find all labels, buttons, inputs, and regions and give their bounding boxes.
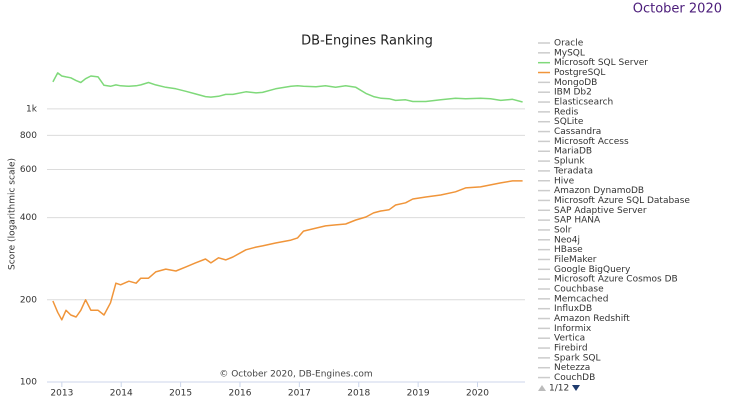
legend-item[interactable]: HBase bbox=[554, 245, 583, 255]
y-axis-label: Score (logarithmic scale) bbox=[8, 158, 18, 270]
credit: © October 2020, DB-Engines.com bbox=[219, 370, 372, 380]
legend-item[interactable]: MariaDB bbox=[554, 147, 592, 157]
x-tick-label: 2013 bbox=[50, 389, 73, 399]
legend-item[interactable]: Google BigQuery bbox=[554, 265, 631, 275]
legend-item[interactable]: Cassandra bbox=[554, 127, 601, 137]
legend-item[interactable]: SAP Adaptive Server bbox=[554, 206, 647, 216]
legend-item[interactable]: FileMaker bbox=[554, 255, 597, 265]
legend-prev[interactable] bbox=[538, 385, 546, 391]
legend-next[interactable] bbox=[572, 385, 580, 391]
x-tick-label: 2018 bbox=[347, 389, 370, 399]
legend-item[interactable]: MongoDB bbox=[554, 78, 597, 88]
legend-item[interactable]: CouchDB bbox=[554, 373, 595, 383]
legend-item[interactable]: Microsoft SQL Server bbox=[554, 58, 648, 68]
x-tick-label: 2020 bbox=[466, 389, 489, 399]
legend-item[interactable]: Neo4j bbox=[554, 235, 580, 245]
y-tick-label: 800 bbox=[20, 131, 37, 141]
legend-item[interactable]: Couchbase bbox=[554, 285, 604, 295]
legend-item[interactable]: Solr bbox=[554, 225, 572, 235]
legend-item[interactable]: Microsoft Access bbox=[554, 137, 629, 147]
legend-item[interactable]: Microsoft Azure Cosmos DB bbox=[554, 275, 678, 285]
legend-item[interactable]: Amazon Redshift bbox=[554, 314, 630, 324]
legend-item[interactable]: Hive bbox=[554, 176, 575, 186]
legend-item[interactable]: Microsoft Azure SQL Database bbox=[554, 196, 690, 206]
legend-item[interactable]: Splunk bbox=[554, 157, 585, 167]
y-tick-label: 600 bbox=[20, 165, 37, 175]
x-tick-label: 2016 bbox=[229, 389, 252, 399]
legend-item[interactable]: Vertica bbox=[554, 334, 585, 344]
x-tick-label: 2019 bbox=[407, 389, 430, 399]
y-tick-label: 1k bbox=[26, 104, 38, 114]
legend-item[interactable]: PostgreSQL bbox=[554, 68, 605, 78]
legend-page: 1/12 bbox=[549, 384, 569, 394]
legend-item[interactable]: Amazon DynamoDB bbox=[554, 186, 644, 196]
y-tick-label: 100 bbox=[20, 378, 37, 388]
x-tick-label: 2015 bbox=[169, 389, 192, 399]
legend-item[interactable]: SAP HANA bbox=[554, 216, 601, 226]
legend-item[interactable]: Netezza bbox=[554, 363, 590, 373]
legend-item[interactable]: Firebird bbox=[554, 344, 588, 354]
legend-item[interactable]: Redis bbox=[554, 107, 579, 117]
chart-title: DB-Engines Ranking bbox=[301, 34, 433, 49]
x-tick-label: 2014 bbox=[110, 389, 133, 399]
series-line bbox=[52, 72, 523, 103]
y-tick-label: 200 bbox=[20, 295, 37, 305]
series-line bbox=[52, 180, 523, 321]
legend-item[interactable]: Elasticsearch bbox=[554, 98, 613, 108]
legend-item[interactable]: SQLite bbox=[554, 117, 584, 127]
legend-item[interactable]: Teradata bbox=[553, 166, 593, 176]
y-tick-label: 400 bbox=[20, 213, 37, 223]
legend-item[interactable]: Memcached bbox=[554, 294, 608, 304]
legend-item[interactable]: Oracle bbox=[554, 39, 584, 49]
legend-item[interactable]: IBM Db2 bbox=[554, 88, 592, 98]
legend-item[interactable]: Spark SQL bbox=[554, 353, 601, 363]
legend-item[interactable]: Informix bbox=[554, 324, 592, 334]
legend-item[interactable]: MySQL bbox=[554, 48, 585, 58]
date-label: October 2020 bbox=[633, 2, 722, 17]
x-tick-label: 2017 bbox=[288, 389, 311, 399]
legend-item[interactable]: InfluxDB bbox=[554, 304, 592, 314]
